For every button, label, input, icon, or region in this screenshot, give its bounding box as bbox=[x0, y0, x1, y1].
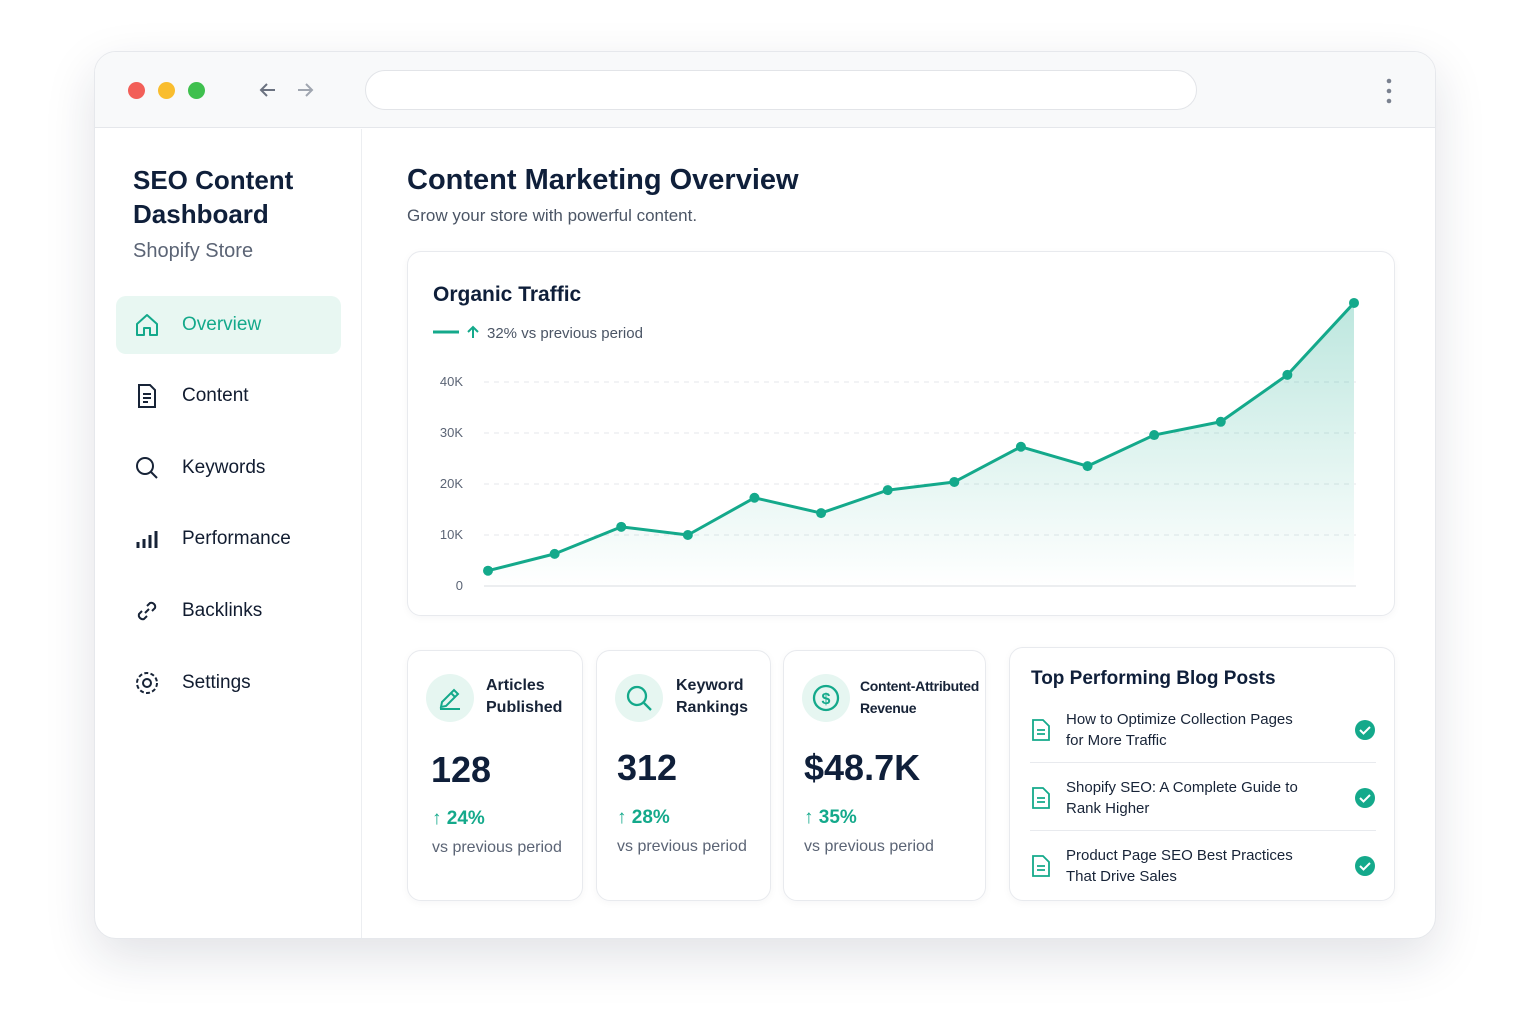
point bbox=[816, 508, 827, 519]
post-item[interactable]: How to Optimize Collection Pages for Mor… bbox=[1030, 697, 1376, 763]
y-tick-label: 30K bbox=[440, 425, 463, 440]
minimize-button[interactable] bbox=[158, 82, 175, 99]
sidebar-subtitle: Shopify Store bbox=[133, 240, 254, 262]
nav-label: Performance bbox=[182, 528, 291, 549]
doc-icon bbox=[1032, 718, 1050, 741]
chart: Organic Traffic 32% vs previous period 0… bbox=[433, 283, 1359, 593]
post-item[interactable]: Shopify SEO: A Complete Guide to Rank Hi… bbox=[1030, 765, 1376, 831]
point bbox=[1082, 461, 1093, 472]
stat-change: ↑ 35% bbox=[804, 807, 857, 828]
stat-change-value: 24% bbox=[446, 808, 485, 829]
post-title: Product Page SEO Best Practices That Dri… bbox=[1066, 847, 1293, 885]
stat-change-value: 35% bbox=[818, 807, 857, 828]
area bbox=[488, 302, 1354, 586]
post-title: How to Optimize Collection Pages for Mor… bbox=[1066, 710, 1293, 749]
stat-note: vs previous period bbox=[432, 839, 562, 856]
posts-card: Top Performing Blog Posts How to Optimiz… bbox=[1009, 647, 1395, 901]
menu-button[interactable] bbox=[1385, 78, 1393, 104]
stat-label: Articles Published bbox=[486, 677, 563, 716]
icon bbox=[136, 457, 158, 479]
check-icon bbox=[1355, 787, 1375, 808]
stat-label: Keyword Rankings bbox=[676, 677, 749, 716]
y-tick-label: 10K bbox=[440, 527, 463, 542]
address-bar[interactable] bbox=[365, 70, 1197, 110]
y-tick-label: 40K bbox=[440, 374, 463, 389]
point bbox=[1015, 441, 1026, 452]
stat-value: $48.7K bbox=[804, 747, 921, 788]
stat-change-value: 28% bbox=[631, 807, 670, 828]
icon bbox=[137, 601, 157, 621]
point bbox=[549, 548, 560, 559]
browser-bar bbox=[95, 52, 1435, 128]
point bbox=[1149, 430, 1160, 441]
posts-title: Top Performing Blog Posts bbox=[1031, 668, 1276, 689]
point bbox=[949, 476, 960, 487]
stat-card: Articles Published 128 ↑ 24% vs previous… bbox=[407, 650, 583, 901]
up-arrow bbox=[467, 325, 479, 338]
close-button[interactable] bbox=[128, 82, 145, 99]
check-icon bbox=[1355, 856, 1375, 876]
nav-label: Keywords bbox=[182, 457, 266, 478]
stat-change: ↑ 28% bbox=[617, 807, 670, 828]
stat-icon: $ bbox=[802, 674, 850, 722]
nav-label: Overview bbox=[182, 314, 262, 335]
nav-label: Settings bbox=[182, 672, 251, 693]
check-icon bbox=[1355, 719, 1375, 740]
doc-icon bbox=[1032, 786, 1050, 809]
doc-icon bbox=[1032, 855, 1050, 877]
nav-item[interactable]: Settings bbox=[116, 654, 341, 712]
nav-item[interactable]: Performance bbox=[116, 510, 341, 568]
chart-title: Organic Traffic bbox=[433, 283, 582, 306]
nav-label: Backlinks bbox=[182, 600, 263, 621]
chart-card: Organic Traffic 32% vs previous period 0… bbox=[407, 251, 1395, 616]
chart-subtitle: 32% vs previous period bbox=[487, 325, 643, 342]
stat-icon bbox=[426, 674, 474, 722]
point bbox=[1349, 297, 1359, 308]
stat-note: vs previous period bbox=[804, 838, 934, 855]
sidebar: SEO Content Dashboard Shopify Store Over… bbox=[95, 129, 362, 938]
nav-arrows[interactable] bbox=[257, 80, 317, 100]
line bbox=[487, 301, 1356, 573]
icon bbox=[136, 531, 158, 548]
stat-label: Content-Attributed Revenue bbox=[860, 678, 980, 716]
y-tick-label: 0 bbox=[456, 578, 463, 593]
stat-card: $ Content-Attributed Revenue $48.7K ↑ 35… bbox=[783, 650, 986, 901]
post-title: Shopify SEO: A Complete Guide to Rank Hi… bbox=[1066, 778, 1298, 817]
icon bbox=[136, 314, 158, 336]
point bbox=[616, 521, 627, 532]
stat-value: 312 bbox=[617, 747, 678, 788]
nav-item[interactable]: Content bbox=[116, 367, 341, 425]
stat-note: vs previous period bbox=[617, 838, 747, 855]
point bbox=[1215, 416, 1226, 427]
nav-item[interactable]: Backlinks bbox=[116, 582, 341, 640]
stat-icon bbox=[615, 674, 663, 722]
stat-change: ↑ 24% bbox=[432, 808, 485, 829]
y-tick-label: 20K bbox=[440, 476, 463, 491]
point bbox=[682, 530, 693, 540]
nav-item[interactable]: Keywords bbox=[116, 439, 341, 497]
icon bbox=[138, 384, 156, 408]
page-title: Content Marketing Overview bbox=[407, 164, 799, 196]
nav-label: Content bbox=[182, 385, 249, 406]
page-subtitle: Grow your store with powerful content. bbox=[407, 206, 698, 225]
post-item[interactable]: Product Page SEO Best Practices That Dri… bbox=[1030, 833, 1376, 899]
point bbox=[1282, 369, 1293, 380]
stat-card: Keyword Rankings 312 ↑ 28% vs previous p… bbox=[596, 650, 771, 901]
point bbox=[483, 565, 493, 576]
stat-value: 128 bbox=[431, 749, 492, 790]
point bbox=[749, 492, 760, 503]
maximize-button[interactable] bbox=[188, 82, 205, 99]
icon bbox=[136, 672, 158, 694]
point bbox=[882, 485, 893, 496]
svg-text:$: $ bbox=[822, 691, 831, 708]
nav-item[interactable]: Overview bbox=[116, 296, 341, 354]
sidebar-title: SEO Content Dashboard bbox=[133, 165, 294, 229]
